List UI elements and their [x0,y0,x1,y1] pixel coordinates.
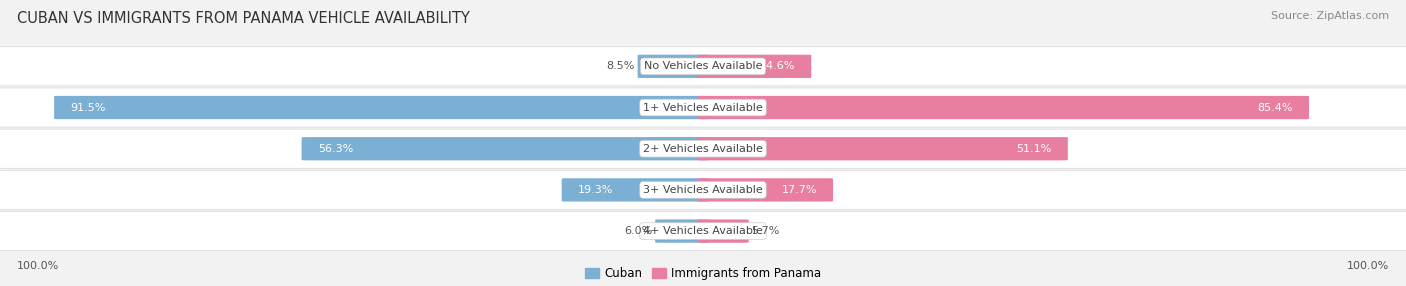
Text: 51.1%: 51.1% [1017,144,1052,154]
Text: 8.5%: 8.5% [606,61,636,71]
Text: 100.0%: 100.0% [1347,261,1389,271]
Text: 5.7%: 5.7% [752,226,780,236]
FancyBboxPatch shape [0,212,1406,251]
Text: 100.0%: 100.0% [17,261,59,271]
Text: 3+ Vehicles Available: 3+ Vehicles Available [643,185,763,195]
Text: 14.6%: 14.6% [759,61,796,71]
Text: No Vehicles Available: No Vehicles Available [644,61,762,71]
Text: 56.3%: 56.3% [318,144,353,154]
FancyBboxPatch shape [0,129,1406,168]
FancyBboxPatch shape [53,96,709,119]
FancyBboxPatch shape [0,88,1406,127]
FancyBboxPatch shape [562,178,709,202]
Text: 91.5%: 91.5% [70,103,105,112]
Text: Source: ZipAtlas.com: Source: ZipAtlas.com [1271,11,1389,21]
Text: CUBAN VS IMMIGRANTS FROM PANAMA VEHICLE AVAILABILITY: CUBAN VS IMMIGRANTS FROM PANAMA VEHICLE … [17,11,470,26]
FancyBboxPatch shape [302,137,709,160]
FancyBboxPatch shape [697,96,1309,119]
Legend: Cuban, Immigrants from Panama: Cuban, Immigrants from Panama [585,267,821,280]
FancyBboxPatch shape [697,219,749,243]
FancyBboxPatch shape [697,137,1069,160]
Text: 1+ Vehicles Available: 1+ Vehicles Available [643,103,763,112]
Text: 85.4%: 85.4% [1257,103,1294,112]
FancyBboxPatch shape [697,55,811,78]
FancyBboxPatch shape [638,55,709,78]
FancyBboxPatch shape [0,170,1406,209]
Text: 4+ Vehicles Available: 4+ Vehicles Available [643,226,763,236]
Text: 2+ Vehicles Available: 2+ Vehicles Available [643,144,763,154]
FancyBboxPatch shape [0,47,1406,86]
FancyBboxPatch shape [697,178,832,202]
Text: 6.0%: 6.0% [624,226,652,236]
Text: 19.3%: 19.3% [578,185,613,195]
FancyBboxPatch shape [655,219,709,243]
Text: 17.7%: 17.7% [782,185,817,195]
